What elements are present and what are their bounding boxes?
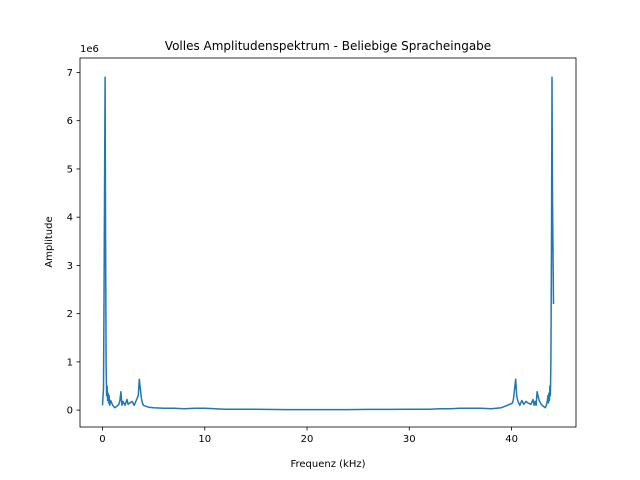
data-layer	[101, 76, 555, 411]
x-axis-label: Frequenz (kHz)	[290, 459, 365, 470]
chart-title: Volles Amplitudenspektrum - Beliebige Sp…	[165, 39, 491, 53]
y-tick-label: 5	[67, 164, 73, 175]
y-axis-ticks: 0 1 2 3 4 5 6 7	[67, 68, 80, 417]
x-tick-label: 40	[505, 434, 518, 445]
y-tick-label: 1	[67, 357, 73, 368]
x-tick-label: 30	[403, 434, 416, 445]
x-tick-label: 0	[99, 434, 105, 445]
series-line-0	[101, 76, 555, 411]
y-tick-label: 4	[67, 213, 73, 224]
x-tick-label: 10	[198, 434, 211, 445]
x-tick-label: 20	[301, 434, 314, 445]
y-tick-label: 0	[67, 406, 73, 417]
plot-area	[79, 57, 577, 428]
y-tick-label: 2	[67, 309, 73, 320]
y-tick-label: 3	[67, 261, 73, 272]
axes-background	[80, 58, 576, 427]
axes-frame	[79, 57, 577, 428]
y-tick-label: 6	[67, 116, 73, 127]
y-tick-label: 7	[67, 68, 73, 79]
x-axis-ticks: 0 10 20 30 40	[99, 427, 518, 445]
y-axis-label: Amplitude	[44, 216, 55, 267]
y-axis-offset-label: 1e6	[80, 44, 99, 55]
